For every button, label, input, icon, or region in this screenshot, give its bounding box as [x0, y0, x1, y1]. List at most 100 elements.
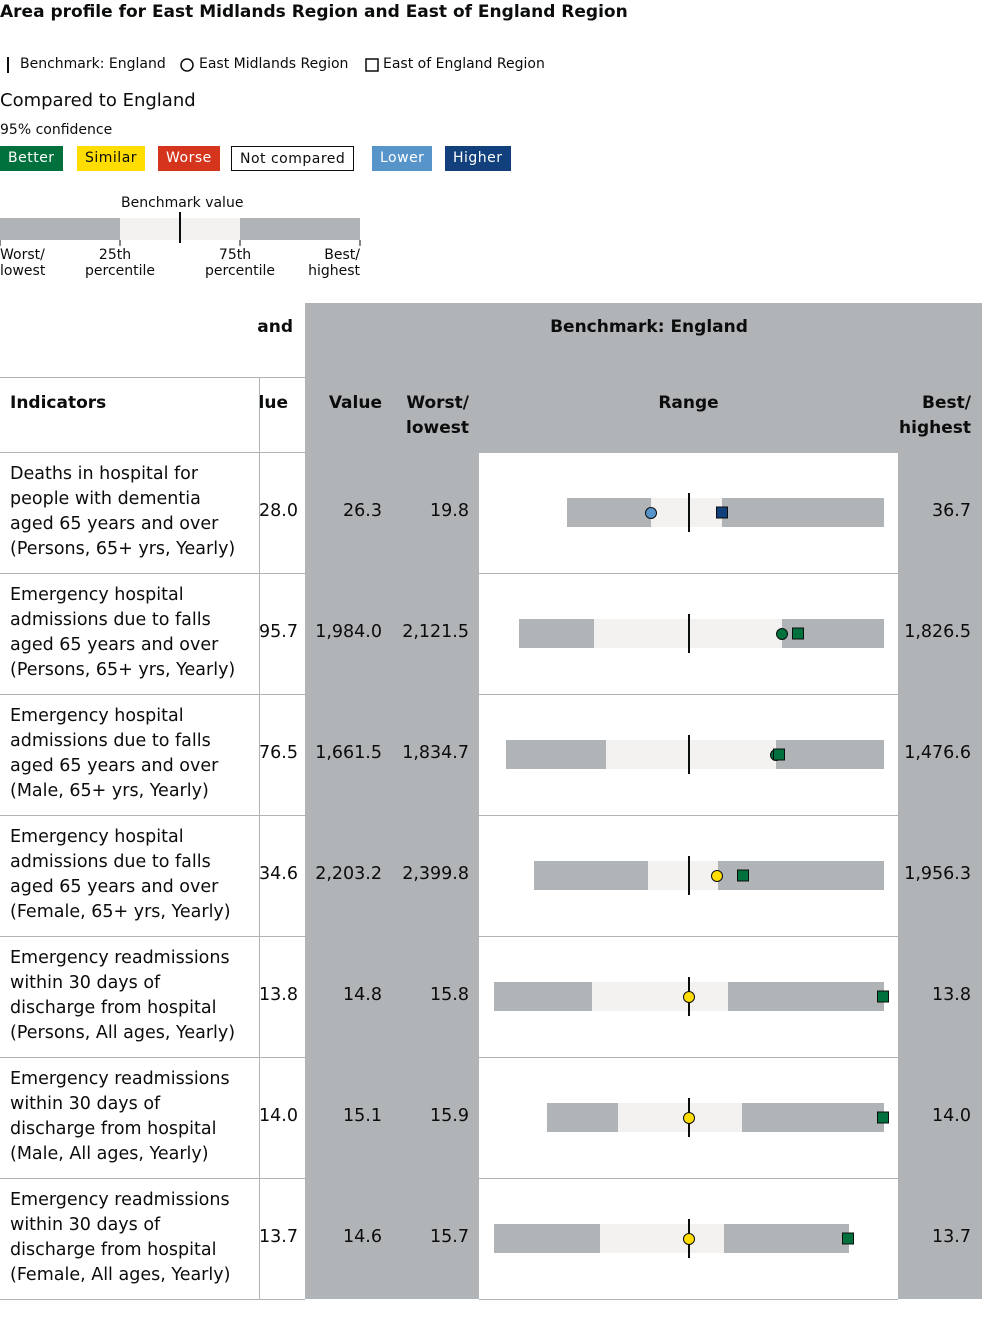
- row-line: [479, 694, 898, 695]
- clipped-value: 76.5: [259, 743, 298, 763]
- group-header-right: Benchmark: England: [550, 317, 748, 337]
- clipped-value: 34.6: [259, 864, 298, 884]
- row-line: [479, 1178, 898, 1179]
- region2-marker: [792, 627, 804, 640]
- region1-marker: [683, 991, 695, 1003]
- value: 14.6: [343, 1227, 382, 1247]
- region1-marker: [683, 1233, 695, 1245]
- row-line: [0, 1057, 305, 1058]
- range-mid: [651, 498, 722, 527]
- best: 36.7: [932, 501, 971, 521]
- badge: Not compared: [231, 146, 355, 171]
- value: 1,984.0: [315, 622, 382, 642]
- indicator: Emergency readmissions within 30 days of…: [10, 1069, 230, 1164]
- legend-region1: East Midlands Region: [199, 56, 349, 72]
- row-line: [479, 815, 898, 816]
- key-benchmark-label: Benchmark value: [121, 195, 244, 211]
- row-line: [479, 936, 898, 937]
- column-header: Indicators: [10, 393, 107, 413]
- region2-marker: [773, 748, 785, 761]
- row-line: [479, 1057, 898, 1058]
- table-bottom-line: [479, 1299, 898, 1300]
- clipped-value: 13.8: [259, 985, 298, 1005]
- worst: 15.8: [430, 985, 469, 1005]
- indicator: Emergency hospital admissions due to fal…: [10, 827, 231, 922]
- row-line: [0, 1178, 305, 1179]
- best: 1,956.3: [904, 864, 971, 884]
- region1-marker: [711, 870, 723, 882]
- region2-marker: [842, 1232, 854, 1245]
- worst: 15.9: [430, 1106, 469, 1126]
- table-top-line: [0, 377, 305, 378]
- region1-marker: [776, 628, 788, 640]
- region2-marker: [716, 506, 728, 519]
- badge: Better: [0, 146, 63, 171]
- region1-marker: [683, 1112, 695, 1124]
- worst: 2,121.5: [402, 622, 469, 642]
- column-header: Range: [658, 393, 719, 413]
- legend-region2: East of England Region: [383, 56, 545, 72]
- row-line: [0, 936, 305, 937]
- column-header: Worst/ lowest: [406, 393, 469, 438]
- range-mid: [618, 1103, 742, 1132]
- worst: 1,834.7: [402, 743, 469, 763]
- best: 13.7: [932, 1227, 971, 1247]
- table-bottom-line: [0, 1299, 305, 1300]
- worst: 19.8: [430, 501, 469, 521]
- clipped-value: 13.7: [259, 1227, 298, 1247]
- group-header-left: and: [257, 317, 293, 337]
- clipped-value: 95.7: [259, 622, 298, 642]
- legend-benchmark: Benchmark: England: [20, 56, 166, 72]
- best: 1,826.5: [904, 622, 971, 642]
- indicator: Emergency hospital admissions due to fal…: [10, 706, 219, 801]
- region2-marker: [737, 869, 749, 882]
- column-header: Best/ highest: [899, 393, 971, 438]
- worst: 15.7: [430, 1227, 469, 1247]
- best: 14.0: [932, 1106, 971, 1126]
- best: 13.8: [932, 985, 971, 1005]
- region2-marker: [877, 1111, 889, 1124]
- value-column-bg: [305, 452, 479, 1299]
- indicator: Deaths in hospital for people with demen…: [10, 464, 236, 559]
- value: 15.1: [343, 1106, 382, 1126]
- value: 1,661.5: [315, 743, 382, 763]
- region1-marker: [645, 507, 657, 519]
- region2-marker: [877, 990, 889, 1003]
- badge: Higher: [445, 146, 511, 171]
- value: 2,203.2: [315, 864, 382, 884]
- row-line: [0, 694, 305, 695]
- key-label: Best/ highest: [308, 247, 360, 279]
- value: 14.8: [343, 985, 382, 1005]
- badge: Lower: [372, 146, 433, 171]
- range-mid: [592, 982, 728, 1011]
- value: 26.3: [343, 501, 382, 521]
- worst: 2,399.8: [402, 864, 469, 884]
- column-divider: [259, 377, 260, 1299]
- comparison-heading: Compared to England: [0, 90, 196, 111]
- clipped-value: 14.0: [259, 1106, 298, 1126]
- range-mid: [606, 740, 776, 769]
- row-line: [0, 452, 305, 453]
- key-label: 75th percentile: [205, 247, 276, 279]
- row-line: [0, 815, 305, 816]
- badge: Worse: [158, 146, 220, 171]
- clipped-value: 28.0: [259, 501, 298, 521]
- column-header: Value: [328, 393, 382, 413]
- key-label: Worst/ lowest: [0, 247, 46, 279]
- row-line: [479, 573, 898, 574]
- row-line: [479, 452, 898, 453]
- range-mid: [648, 861, 718, 890]
- indicator: Emergency hospital admissions due to fal…: [10, 585, 236, 680]
- title: Area profile for East Midlands Region an…: [0, 2, 628, 22]
- indicator: Emergency readmissions within 30 days of…: [10, 948, 236, 1043]
- range-mid: [600, 1224, 724, 1253]
- header-grey: [305, 303, 982, 453]
- indicator: Emergency readmissions within 30 days of…: [10, 1190, 231, 1285]
- best-column-bg: [898, 452, 982, 1299]
- confidence: 95% confidence: [0, 122, 113, 138]
- legend-region2-icon: [365, 58, 379, 72]
- row-line: [0, 573, 305, 574]
- key-label: 25th percentile: [85, 247, 156, 279]
